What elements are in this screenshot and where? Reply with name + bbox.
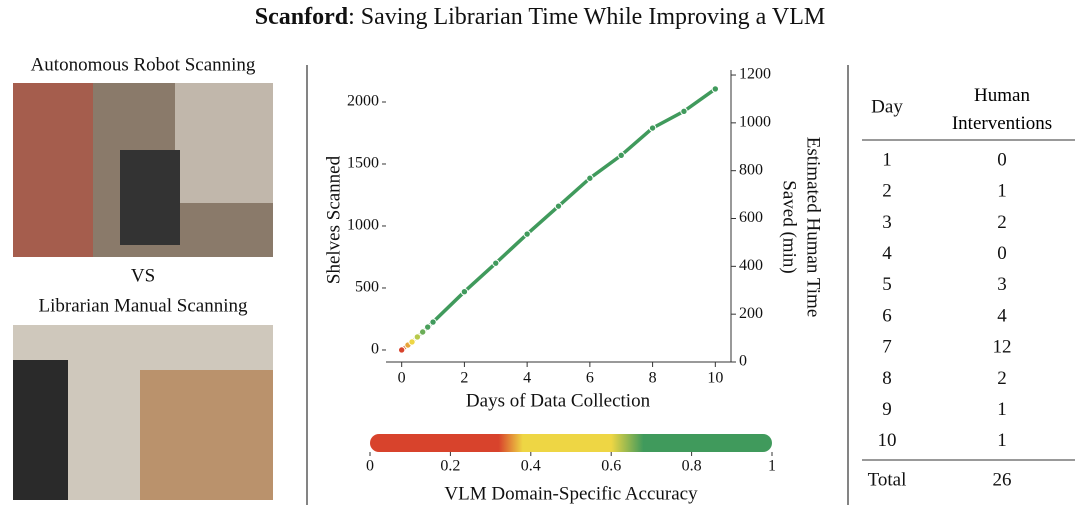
table-cell: 4 xyxy=(882,243,892,264)
data-point xyxy=(523,230,531,238)
table-cell: 1 xyxy=(997,399,1007,420)
photo-person xyxy=(13,360,68,500)
y2-tick-label: 600 xyxy=(739,209,763,226)
table-total: 26 xyxy=(993,469,1012,490)
table-cell: 0 xyxy=(997,243,1007,264)
y-tick-label: 0 xyxy=(371,341,379,358)
title: Scanford: Saving Librarian Time While Im… xyxy=(255,4,825,30)
table-header: Human Interventions xyxy=(951,85,1053,134)
plot: 0 2 4 6 8 10 0 500 1000 1500 2000 0 200 400 600 800 1000… xyxy=(347,66,771,387)
y2-tick-label: 0 xyxy=(739,353,747,370)
data-point xyxy=(554,202,563,210)
data-point xyxy=(418,328,427,336)
table-cell: 2 xyxy=(997,212,1007,233)
y-tick-label: 2000 xyxy=(347,93,379,110)
data-point xyxy=(460,287,469,296)
photo-shelf xyxy=(175,83,273,203)
x-tick-label: 0 xyxy=(398,370,406,387)
table-cell: 2 xyxy=(997,368,1007,389)
y2-tick-label: 200 xyxy=(739,305,763,322)
data-point xyxy=(586,174,594,182)
photo-robot xyxy=(120,150,180,245)
data-point xyxy=(680,107,688,115)
colorbar-label: VLM Domain-Specific Accuracy xyxy=(444,483,698,504)
title-bold: Scanford xyxy=(255,4,349,30)
colorbar-tick-label: 0.4 xyxy=(521,458,541,475)
x-axis-label: Days of Data Collection xyxy=(466,390,651,411)
y2-axis-label: Saved (min) xyxy=(779,180,800,273)
table-cell: 3 xyxy=(882,212,892,233)
table-cell: 6 xyxy=(882,305,892,326)
table-cell: 1 xyxy=(882,149,892,170)
colorbar xyxy=(370,434,772,452)
photo-shelf xyxy=(13,83,93,257)
data-line xyxy=(400,87,717,352)
data-point xyxy=(617,151,625,160)
y-axis-label: Shelves Scanned xyxy=(323,155,344,284)
y-tick-label: 1000 xyxy=(347,217,379,234)
colorbar-tick-label: 0.8 xyxy=(682,458,702,475)
table-cell: 5 xyxy=(882,274,892,295)
x-tick-label: 2 xyxy=(460,370,468,387)
colorbar-tick-label: 0 xyxy=(366,458,374,475)
table-header: Day xyxy=(871,96,903,117)
colorbar-tick-label: 0.6 xyxy=(601,458,621,475)
table-cell: 0 xyxy=(997,149,1007,170)
table-cell: 3 xyxy=(997,274,1007,295)
y-tick-label: 500 xyxy=(355,279,379,296)
data-point xyxy=(429,318,437,326)
data-point xyxy=(711,85,720,93)
data-point xyxy=(424,323,432,331)
vs-label: VS xyxy=(131,265,155,286)
y2-tick-label: 800 xyxy=(739,161,763,178)
table-cell: 9 xyxy=(882,399,892,420)
x-tick-label: 4 xyxy=(523,370,531,387)
x-tick-label: 8 xyxy=(649,370,657,387)
title-rest: : Saving Librarian Time While Improving … xyxy=(348,4,825,30)
table-cell: 4 xyxy=(997,305,1007,326)
colorbar-tick-label: 0.2 xyxy=(440,458,460,475)
data-point xyxy=(492,259,500,267)
photo-label: Autonomous Robot Scanning xyxy=(31,54,256,75)
data-point xyxy=(648,124,657,132)
x-tick-label: 10 xyxy=(707,370,723,387)
y2-tick-label: 400 xyxy=(739,257,763,274)
y2-tick-label: 1000 xyxy=(739,114,771,131)
y-tick-label: 1500 xyxy=(347,155,379,172)
table-cell: 10 xyxy=(878,430,897,451)
colorbar-tick-label: 1 xyxy=(768,458,776,475)
y2-axis-label: Estimated Human Time xyxy=(803,137,824,318)
table-total-label: Total xyxy=(868,469,907,490)
x-tick-label: 6 xyxy=(586,370,594,387)
photo-books xyxy=(140,370,273,500)
table-cell: 12 xyxy=(993,337,1012,358)
table-cell: 1 xyxy=(997,181,1007,202)
photo-label: Librarian Manual Scanning xyxy=(39,295,248,316)
table-cell: 2 xyxy=(882,181,892,202)
table-header-cell: Human Interventions xyxy=(951,85,1053,134)
data-point xyxy=(408,338,416,346)
y2-tick-label: 1200 xyxy=(739,66,771,83)
table-cell: 8 xyxy=(882,368,892,389)
table-cell: 1 xyxy=(997,430,1007,451)
data-point xyxy=(413,333,422,341)
data-point xyxy=(397,346,406,354)
table-cell: 7 xyxy=(882,337,892,358)
